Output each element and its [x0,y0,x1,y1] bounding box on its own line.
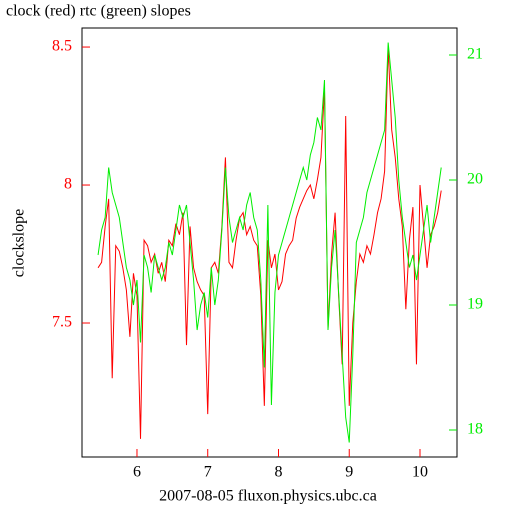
y-axis-label: clockslope [11,209,28,277]
chart-title: clock (red) rtc (green) slopes [6,3,191,20]
y-tick-label: 8.5 [52,38,72,55]
x-tick-label: 6 [133,464,141,481]
x-tick-label: 7 [204,464,212,481]
y2-tick-label: 20 [467,171,483,188]
x-tick-label: 8 [274,464,282,481]
x-tick-label: 10 [412,464,428,481]
y-tick-label: 8 [64,176,72,193]
series-line [97,42,442,443]
x-tick-label: 9 [345,464,353,481]
y-tick-label: 7.5 [52,314,72,331]
series-line [97,47,442,439]
x-axis-label: 2007-08-05 fluxon.physics.ubc.ca [159,488,377,505]
y2-tick-label: 21 [467,46,483,63]
y2-tick-label: 19 [467,296,483,313]
y2-tick-label: 18 [467,421,483,438]
plot-frame [81,27,458,458]
